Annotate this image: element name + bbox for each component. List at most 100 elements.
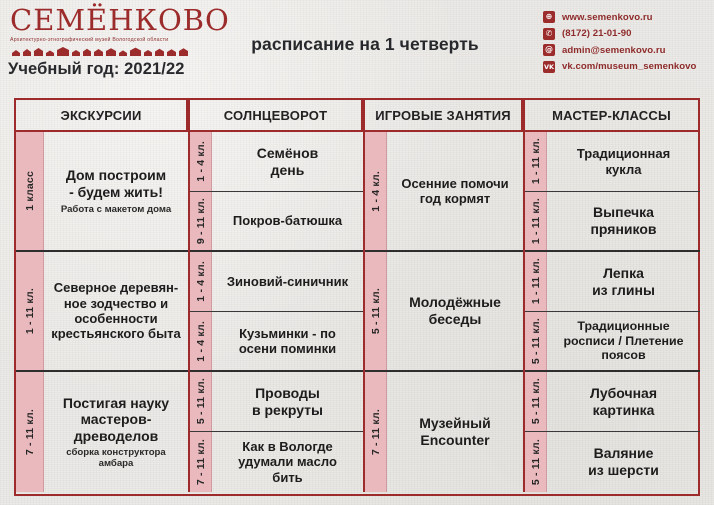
solstice-cell-1[interactable]: 1 - 4 кл. Семёнов день (190, 132, 363, 192)
contact-website[interactable]: ⊕ www.semenkovo.ru (543, 9, 713, 26)
cell-title: Лубочная картинка (590, 384, 657, 418)
column-header-solstice: СОЛНЦЕВОРОТ (188, 98, 363, 132)
excursion-cell-3[interactable]: 7 - 11 кл. Постигая науку мастеров-древод… (16, 372, 188, 492)
column-header-excursions: ЭКСКУРСИИ (14, 98, 188, 132)
contact-website-text: www.semenkovo.ru (562, 11, 653, 23)
excursion-cell-2[interactable]: 1 - 11 кл. Северное деревян-ное зодчеств… (16, 252, 188, 372)
cell-content: Валяние из шерсти (547, 432, 700, 492)
grade-label: 1 - 11 кл. (525, 132, 547, 191)
masterclass-cell-6[interactable]: 5 - 11 кл. Валяние из шерсти (525, 432, 700, 492)
cell-content: Традиционная кукла (547, 132, 700, 191)
grade-label: 1 - 11 кл. (16, 252, 44, 370)
grade-label: 1 - 4 кл. (190, 312, 212, 370)
contact-phone-text: (8172) 21-01-90 (562, 28, 632, 40)
cell-title: Выпечка пряников (590, 204, 657, 237)
cell-content: Лубочная картинка (547, 372, 700, 431)
cell-content: Музейный Encounter (387, 372, 523, 492)
column-divider-3 (523, 132, 525, 492)
grade-label: 5 - 11 кл. (525, 312, 547, 370)
masterclass-cell-1[interactable]: 1 - 11 кл. Традиционная кукла (525, 132, 700, 192)
page-title: расписание на 1 четверть (251, 34, 479, 54)
game-cell-1[interactable]: 1 - 4 кл. Осенние помочи год кормят (365, 132, 523, 252)
cell-title: Зиновий-синичник (226, 273, 349, 289)
logo-tagline: Архитектурно-этнографический музей Волог… (10, 37, 169, 43)
cell-title: Постигая науку мастеров-древоделов (62, 394, 170, 444)
cell-title: Лепка из глины (592, 264, 655, 298)
cell-content: Традиционные росписи / Плетение поясов (547, 312, 700, 370)
cell-content: Покров-батюшка (212, 192, 363, 250)
solstice-cell-5[interactable]: 5 - 11 кл. Проводы в рекруты (190, 372, 363, 432)
page-header: СЕМЁНКОВО Архитектурно-этнографический м… (0, 0, 714, 96)
cell-content: Осенние помочи год кормят (387, 132, 523, 250)
masterclass-cell-5[interactable]: 5 - 11 кл. Лубочная картинка (525, 372, 700, 432)
masterclass-cell-4[interactable]: 5 - 11 кл. Традиционные росписи / Плетени… (525, 312, 700, 372)
masterclass-cell-2[interactable]: 1 - 11 кл. Выпечка пряников (525, 192, 700, 252)
solstice-cell-4[interactable]: 1 - 4 кл. Кузьминки - по осени поминки (190, 312, 363, 372)
cell-title: Семёнов день (256, 144, 319, 178)
cell-content: Проводы в рекруты (212, 372, 363, 431)
logo-wordmark: СЕМЁНКОВО (10, 3, 230, 37)
grade-label: 1 класс (16, 132, 44, 250)
column-solstice: 1 - 4 кл. Семёнов день 9 - 11 кл. Покров-… (190, 132, 363, 492)
museum-logo: СЕМЁНКОВО Архитектурно-этнографический м… (10, 3, 230, 61)
grade-label: 1 - 4 кл. (190, 252, 212, 311)
cell-title: Молодёжные беседы (409, 294, 501, 327)
cell-content: Молодёжные беседы (387, 252, 523, 370)
table-body: 1 класс Дом построим - будем жить! Работа… (14, 132, 700, 496)
cell-content: Постигая науку мастеров-древоделов сборка… (44, 372, 188, 492)
cell-title: Покров-батюшка (232, 213, 343, 229)
cell-subtitle: сборка конструктора амбара (66, 447, 166, 470)
school-year-label: Учебный год: 2021/22 (8, 60, 185, 78)
email-icon: @ (543, 44, 555, 57)
cell-title: Осенние помочи год кормят (401, 175, 509, 206)
phone-icon: ✆ (543, 27, 555, 40)
column-header-games: ИГРОВЫЕ ЗАНЯТИЯ (363, 98, 523, 132)
cell-content: Зиновий-синичник (212, 252, 363, 311)
grade-label: 1 - 4 кл. (190, 132, 212, 191)
table-header-row: ЭКСКУРСИИ СОЛНЦЕВОРОТ ИГРОВЫЕ ЗАНЯТИЯ МА… (14, 98, 700, 132)
game-cell-2[interactable]: 5 - 11 кл. Молодёжные беседы (365, 252, 523, 372)
contact-email[interactable]: @ admin@semenkovo.ru (543, 42, 713, 59)
vk-icon: VK (543, 60, 555, 73)
cell-title: Музейный Encounter (419, 415, 491, 448)
grade-label: 1 - 11 кл. (525, 252, 547, 311)
cell-content: Северное деревян-ное зодчество и особенно… (44, 252, 188, 370)
grade-label: 1 - 11 кл. (525, 192, 547, 250)
contact-vk[interactable]: VK vk.com/museum_semenkovo (543, 59, 713, 76)
game-cell-3[interactable]: 7 - 11 кл. Музейный Encounter (365, 372, 523, 492)
grade-label: 7 - 11 кл. (190, 432, 212, 492)
grade-label: 7 - 11 кл. (16, 372, 44, 492)
column-header-masterclass: МАСТЕР-КЛАССЫ (523, 98, 700, 132)
cell-title: Традиционные росписи / Плетение поясов (563, 319, 684, 363)
cell-title: Традиционная кукла (576, 146, 671, 177)
solstice-cell-2[interactable]: 9 - 11 кл. Покров-батюшка (190, 192, 363, 252)
contact-email-text: admin@semenkovo.ru (562, 44, 666, 56)
column-games: 1 - 4 кл. Осенние помочи год кормят 5 - 1… (365, 132, 523, 492)
cell-title: Проводы в рекруты (252, 384, 323, 418)
column-divider-2 (363, 132, 365, 492)
solstice-cell-3[interactable]: 1 - 4 кл. Зиновий-синичник (190, 252, 363, 312)
grade-label: 9 - 11 кл. (190, 192, 212, 250)
solstice-cell-6[interactable]: 7 - 11 кл. Как в Вологде удумали масло бит… (190, 432, 363, 492)
grade-label: 7 - 11 кл. (365, 372, 387, 492)
grade-label: 1 - 4 кл. (365, 132, 387, 250)
grade-label: 5 - 11 кл. (190, 372, 212, 431)
schedule-table: ЭКСКУРСИИ СОЛНЦЕВОРОТ ИГРОВЫЕ ЗАНЯТИЯ МА… (14, 98, 700, 496)
contact-phone[interactable]: ✆ (8172) 21-01-90 (543, 26, 713, 43)
column-masterclasses: 1 - 11 кл. Традиционная кукла 1 - 11 кл. … (525, 132, 700, 492)
skyline-ornament-icon (12, 47, 188, 56)
grade-label: 5 - 11 кл. (525, 372, 547, 431)
masterclass-cell-3[interactable]: 1 - 11 кл. Лепка из глины (525, 252, 700, 312)
grade-label: 5 - 11 кл. (525, 432, 547, 492)
cell-title: Северное деревян-ное зодчество и особенно… (51, 280, 181, 342)
cell-title: Кузьминки - по осени поминки (238, 325, 337, 356)
cell-content: Выпечка пряников (547, 192, 700, 250)
column-divider-1 (188, 132, 190, 492)
cell-content: Кузьминки - по осени поминки (212, 312, 363, 370)
grade-label: 5 - 11 кл. (365, 252, 387, 370)
cell-content: Семёнов день (212, 132, 363, 191)
column-excursions: 1 класс Дом построим - будем жить! Работа… (16, 132, 188, 492)
cell-title: Дом построим - будем жить! (65, 167, 167, 200)
excursion-cell-1[interactable]: 1 класс Дом построим - будем жить! Работа… (16, 132, 188, 252)
